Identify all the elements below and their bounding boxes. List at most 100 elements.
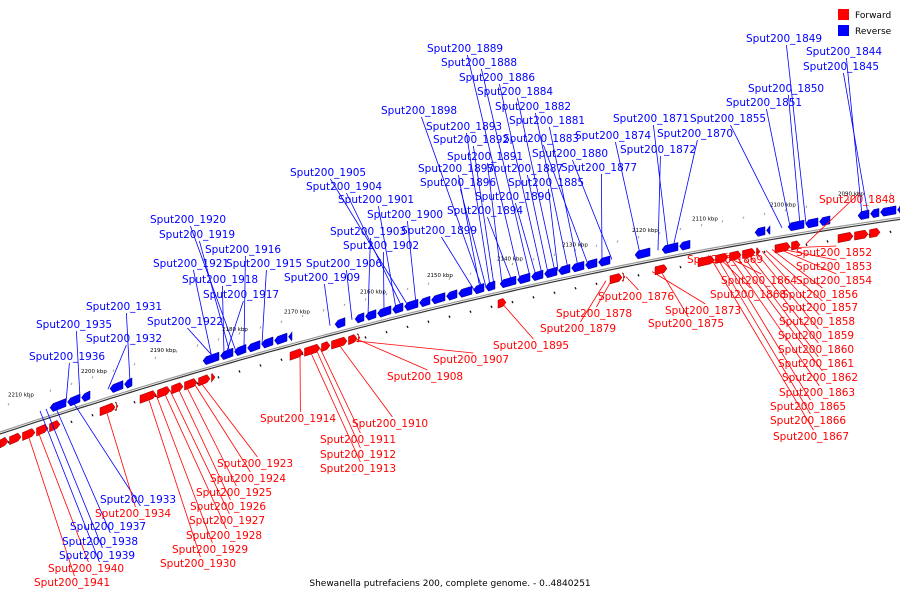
forward-gene-label[interactable]: Sput200_1865 [770, 401, 846, 413]
reverse-gene-arrow[interactable] [124, 377, 133, 389]
forward-gene-arrow[interactable] [211, 372, 216, 383]
forward-gene-label[interactable]: Sput200_1875 [648, 318, 724, 330]
forward-gene-label[interactable]: Sput200_1908 [387, 371, 463, 383]
reverse-gene-label[interactable]: Sput200_1935 [36, 319, 112, 331]
reverse-gene-label[interactable]: Sput200_1882 [495, 101, 571, 113]
reverse-gene-arrow[interactable] [870, 208, 880, 218]
reverse-gene-label[interactable]: Sput200_1931 [86, 301, 162, 313]
reverse-gene-arrow[interactable] [473, 283, 485, 295]
forward-gene-arrow[interactable] [9, 432, 22, 446]
forward-gene-arrow[interactable] [157, 386, 171, 399]
forward-gene-arrow[interactable] [304, 343, 321, 357]
reverse-gene-label[interactable]: Sput200_1918 [182, 274, 258, 286]
forward-gene-label[interactable]: Sput200_1940 [48, 563, 124, 575]
reverse-gene-label[interactable]: Sput200_1932 [86, 333, 162, 345]
forward-gene-label[interactable]: Sput200_1864 [721, 275, 797, 287]
forward-gene-label[interactable]: Sput200_1912 [320, 449, 396, 461]
reverse-gene-label[interactable]: Sput200_1903 [330, 226, 406, 238]
reverse-gene-arrow[interactable] [274, 332, 288, 345]
reverse-gene-label[interactable]: Sput200_1891 [447, 151, 523, 163]
reverse-gene-arrow[interactable] [202, 351, 220, 365]
forward-gene-label[interactable]: Sput200_1862 [782, 372, 858, 384]
forward-gene-label[interactable]: Sput200_1930 [160, 558, 236, 570]
reverse-gene-label[interactable]: Sput200_1892 [433, 134, 509, 146]
forward-gene-label[interactable]: Sput200_1853 [796, 261, 872, 273]
forward-gene-arrow[interactable] [36, 423, 49, 437]
forward-gene-arrow[interactable] [715, 252, 729, 264]
reverse-gene-label[interactable]: Sput200_1916 [205, 244, 281, 256]
forward-gene-label[interactable]: Sput200_1895 [493, 340, 569, 352]
reverse-gene-label[interactable]: Sput200_1904 [306, 181, 382, 193]
reverse-gene-arrow[interactable] [261, 336, 274, 349]
forward-gene-label[interactable]: Sput200_1873 [665, 305, 741, 317]
reverse-gene-label[interactable]: Sput200_1897 [418, 163, 494, 175]
reverse-gene-arrow[interactable] [544, 266, 558, 279]
forward-gene-label[interactable]: Sput200_1858 [779, 316, 855, 328]
reverse-gene-label[interactable]: Sput200_1933 [100, 494, 176, 506]
reverse-gene-label[interactable]: Sput200_1920 [150, 214, 226, 226]
reverse-gene-label[interactable]: Sput200_1901 [338, 194, 414, 206]
forward-gene-arrow[interactable] [171, 382, 184, 395]
forward-gene-label[interactable]: Sput200_1879 [540, 323, 616, 335]
reverse-gene-arrow[interactable] [517, 272, 531, 285]
reverse-gene-arrow[interactable] [288, 331, 293, 342]
reverse-gene-arrow[interactable] [598, 255, 611, 267]
forward-gene-arrow[interactable] [697, 255, 715, 268]
reverse-gene-arrow[interactable] [766, 225, 771, 235]
forward-gene-label[interactable]: Sput200_1913 [320, 463, 396, 475]
reverse-gene-label[interactable]: Sput200_1906 [306, 258, 382, 270]
reverse-gene-label[interactable]: Sput200_1893 [426, 121, 502, 133]
reverse-gene-arrow[interactable] [419, 295, 431, 308]
forward-gene-label[interactable]: Sput200_1924 [210, 473, 286, 485]
reverse-gene-label[interactable]: Sput200_1883 [503, 133, 579, 145]
forward-gene-label[interactable]: Sput200_1941 [34, 577, 110, 589]
forward-gene-label[interactable]: Sput200_1868 [710, 289, 786, 301]
reverse-gene-arrow[interactable] [247, 340, 261, 353]
forward-gene-label[interactable]: Sput200_1923 [217, 458, 293, 470]
reverse-gene-arrow[interactable] [805, 217, 819, 229]
forward-gene-label[interactable]: Sput200_1928 [186, 530, 262, 542]
reverse-gene-arrow[interactable] [558, 263, 571, 276]
reverse-gene-arrow[interactable] [585, 258, 598, 270]
forward-gene-arrow[interactable] [321, 341, 331, 353]
forward-gene-arrow[interactable] [621, 272, 626, 282]
forward-gene-arrow[interactable] [0, 436, 9, 449]
forward-gene-arrow[interactable] [184, 378, 198, 391]
reverse-gene-label[interactable]: Sput200_1902 [343, 240, 419, 252]
reverse-gene-label[interactable]: Sput200_1886 [459, 72, 535, 84]
reverse-gene-label[interactable]: Sput200_1880 [532, 148, 608, 160]
reverse-gene-label[interactable]: Sput200_1915 [226, 258, 302, 270]
forward-gene-label[interactable]: Sput200_1848 [819, 194, 895, 206]
reverse-gene-arrow[interactable] [81, 390, 91, 402]
reverse-gene-label[interactable]: Sput200_1851 [726, 97, 802, 109]
reverse-gene-arrow[interactable] [49, 398, 67, 412]
reverse-gene-arrow[interactable] [404, 298, 419, 311]
forward-gene-label[interactable]: Sput200_1934 [95, 508, 171, 520]
forward-gene-arrow[interactable] [348, 334, 358, 346]
reverse-gene-label[interactable]: Sput200_1919 [159, 229, 235, 241]
reverse-gene-arrow[interactable] [679, 239, 691, 251]
forward-gene-label[interactable]: Sput200_1863 [779, 387, 855, 399]
reverse-gene-label[interactable]: Sput200_1844 [806, 46, 882, 58]
reverse-gene-arrow[interactable] [109, 380, 124, 393]
forward-gene-label[interactable]: Sput200_1925 [196, 487, 272, 499]
reverse-gene-label[interactable]: Sput200_1881 [509, 115, 585, 127]
forward-gene-arrow[interactable] [854, 229, 869, 241]
forward-gene-label[interactable]: Sput200_1878 [556, 308, 632, 320]
forward-gene-label[interactable]: Sput200_1926 [190, 501, 266, 513]
reverse-gene-arrow[interactable] [880, 205, 897, 217]
reverse-gene-label[interactable]: Sput200_1917 [203, 289, 279, 301]
reverse-gene-label[interactable]: Sput200_1877 [561, 162, 637, 174]
reverse-gene-label[interactable]: Sput200_1871 [613, 113, 689, 125]
forward-gene-label[interactable]: Sput200_1857 [782, 302, 858, 314]
reverse-gene-label[interactable]: Sput200_1898 [381, 105, 457, 117]
reverse-gene-arrow[interactable] [392, 302, 404, 314]
forward-gene-arrow[interactable] [331, 336, 348, 350]
reverse-gene-arrow[interactable] [897, 204, 900, 214]
forward-gene-arrow[interactable] [837, 232, 854, 244]
reverse-gene-label[interactable]: Sput200_1900 [367, 209, 443, 221]
reverse-gene-label[interactable]: Sput200_1890 [475, 191, 551, 203]
reverse-gene-label[interactable]: Sput200_1887 [487, 163, 563, 175]
forward-gene-label[interactable]: Sput200_1867 [773, 431, 849, 443]
forward-gene-label[interactable]: Sput200_1860 [778, 344, 854, 356]
